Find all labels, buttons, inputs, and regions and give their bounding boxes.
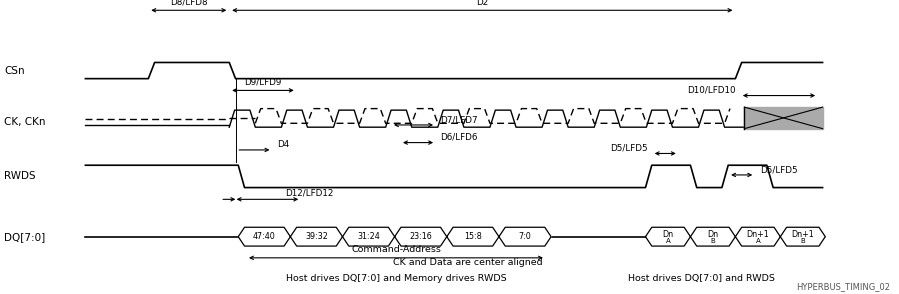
Polygon shape bbox=[238, 227, 290, 246]
Text: CK, CKn: CK, CKn bbox=[4, 117, 46, 127]
Polygon shape bbox=[395, 227, 447, 246]
Text: CK and Data are center aligned: CK and Data are center aligned bbox=[393, 258, 542, 267]
Text: 7:0: 7:0 bbox=[519, 232, 531, 241]
Text: D6/LFD6: D6/LFD6 bbox=[441, 133, 478, 142]
Text: D5/LFD5: D5/LFD5 bbox=[760, 165, 797, 174]
Text: A: A bbox=[755, 238, 761, 244]
Text: 31:24: 31:24 bbox=[357, 232, 380, 241]
Text: D7/LFD7: D7/LFD7 bbox=[441, 115, 478, 124]
Text: Command-Address: Command-Address bbox=[351, 245, 441, 254]
Text: Dn+1: Dn+1 bbox=[791, 230, 814, 239]
Text: D5/LFD5: D5/LFD5 bbox=[610, 143, 647, 152]
Text: 39:32: 39:32 bbox=[305, 232, 328, 241]
Text: D2: D2 bbox=[476, 0, 488, 7]
Polygon shape bbox=[780, 227, 825, 246]
Text: A: A bbox=[665, 238, 671, 244]
Polygon shape bbox=[645, 227, 690, 246]
Text: D12/LFD12: D12/LFD12 bbox=[286, 188, 334, 198]
Text: D8/LFD8: D8/LFD8 bbox=[170, 0, 208, 7]
Text: D10/LFD10: D10/LFD10 bbox=[687, 85, 735, 94]
Text: 47:40: 47:40 bbox=[253, 232, 276, 241]
Text: D9/LFD9: D9/LFD9 bbox=[245, 78, 281, 87]
Text: 15:8: 15:8 bbox=[464, 232, 482, 241]
Text: DQ[7:0]: DQ[7:0] bbox=[4, 232, 46, 242]
Text: Host drives DQ[7:0] and RWDS: Host drives DQ[7:0] and RWDS bbox=[628, 274, 775, 283]
Text: Host drives DQ[7:0] and Memory drives RWDS: Host drives DQ[7:0] and Memory drives RW… bbox=[286, 274, 506, 283]
Polygon shape bbox=[343, 227, 395, 246]
Text: CSn: CSn bbox=[4, 66, 25, 76]
Text: Dn+1: Dn+1 bbox=[746, 230, 770, 239]
Text: Dn: Dn bbox=[708, 230, 718, 239]
Text: D4: D4 bbox=[277, 140, 289, 149]
Text: RWDS: RWDS bbox=[4, 171, 36, 181]
Text: Dn: Dn bbox=[663, 230, 673, 239]
Polygon shape bbox=[690, 227, 735, 246]
Text: B: B bbox=[710, 238, 716, 244]
Text: HYPERBUS_TIMING_02: HYPERBUS_TIMING_02 bbox=[796, 282, 890, 291]
Text: 23:16: 23:16 bbox=[409, 232, 432, 241]
Polygon shape bbox=[735, 227, 780, 246]
Text: B: B bbox=[800, 238, 806, 244]
Polygon shape bbox=[290, 227, 343, 246]
Polygon shape bbox=[499, 227, 551, 246]
Polygon shape bbox=[447, 227, 499, 246]
